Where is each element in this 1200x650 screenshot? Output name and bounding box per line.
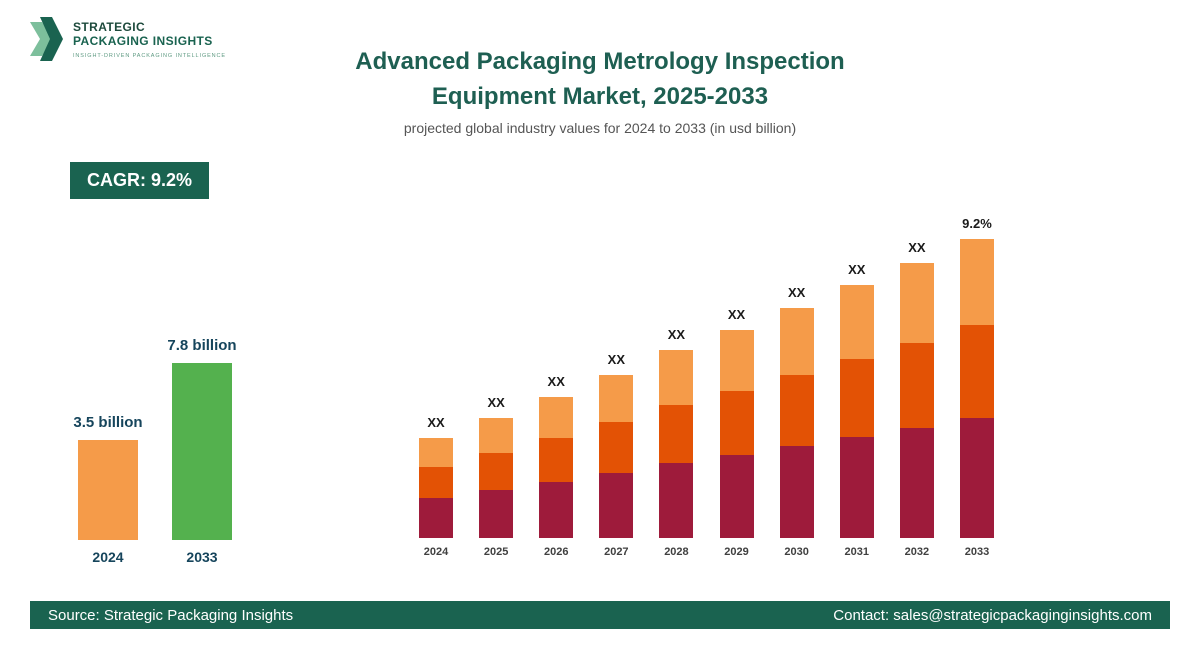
segment-bottom-maroon — [899, 428, 934, 538]
segment-middle-dark-orange — [539, 438, 574, 482]
stacked-bar — [599, 375, 634, 538]
segment-bottom-maroon — [659, 463, 694, 538]
bar-2033 — [172, 363, 232, 540]
bar-column-2025: XX 2025 — [479, 206, 514, 558]
segment-top-light-orange — [719, 330, 754, 391]
segment-middle-dark-orange — [959, 325, 994, 418]
segment-middle-dark-orange — [719, 391, 754, 455]
x-axis-label: 2029 — [724, 546, 749, 558]
bar-column-2033: 9.2% 2033 — [959, 206, 994, 558]
segment-top-light-orange — [419, 438, 453, 467]
x-axis-label: 2025 — [483, 546, 509, 558]
stacked-bar — [959, 239, 994, 538]
x-axis-label: 2033 — [964, 546, 990, 558]
comparison-column-2024: 3.5 billion 2024 — [73, 325, 142, 565]
page-title-line2: Equipment Market, 2025-2033 — [431, 83, 769, 110]
segment-bottom-maroon — [839, 437, 874, 538]
segment-bottom-maroon — [539, 482, 574, 538]
bar-value-label: XX — [667, 327, 686, 342]
segment-middle-dark-orange — [839, 359, 874, 437]
x-axis-label: 2030 — [784, 546, 809, 558]
segment-top-light-orange — [479, 418, 514, 453]
stacked-bar — [779, 308, 814, 538]
segment-top-light-orange — [659, 350, 694, 405]
year-label-2024: 2024 — [92, 549, 124, 565]
segment-bottom-maroon — [959, 418, 994, 538]
bar-column-2031: XX 2031 — [839, 206, 874, 558]
segment-top-light-orange — [599, 375, 634, 422]
page-subtitle: projected global industry values for 202… — [403, 120, 797, 136]
segment-bottom-maroon — [479, 490, 514, 538]
bar-column-2030: XX 2030 — [779, 206, 814, 558]
cagr-badge: CAGR: 9.2% — [70, 162, 210, 199]
logo-chevron-icon — [30, 17, 63, 61]
bar-column-2032: XX 2032 — [899, 206, 934, 558]
footer-source: Source: Strategic Packaging Insights — [48, 606, 294, 624]
x-axis-label: 2031 — [844, 546, 869, 558]
bar-column-2028: XX 2028 — [659, 206, 694, 558]
stacked-bar-chart: XX 2024 XX 2025 XX 2026 XX 2027 XX 2028 XX 2029 XX 20… — [419, 206, 994, 558]
logo-tagline: INSIGHT-DRIVEN PACKAGING INTELLIGENCE — [73, 52, 226, 59]
stacked-bar — [719, 330, 754, 538]
bar-column-2024: XX 2024 — [419, 206, 453, 558]
segment-middle-dark-orange — [599, 422, 634, 473]
stacked-bar — [899, 263, 934, 538]
logo-text: STRATEGIC PACKAGING INSIGHTS INSIGHT-DRI… — [73, 20, 226, 59]
stacked-bar — [839, 285, 874, 538]
stacked-bar — [479, 418, 514, 538]
bar-value-label: XX — [848, 262, 866, 277]
segment-bottom-maroon — [599, 473, 634, 538]
segment-bottom-maroon — [419, 498, 453, 538]
bar-value-label: 9.2% — [962, 216, 992, 231]
segment-bottom-maroon — [719, 455, 754, 538]
footer-contact: Contact: sales@strategicpackaginginsight… — [833, 606, 1152, 624]
brand-logo: STRATEGIC PACKAGING INSIGHTS INSIGHT-DRI… — [30, 16, 226, 62]
logo-line1: STRATEGIC — [73, 19, 146, 34]
bar-value-label: XX — [607, 352, 625, 367]
comparison-chart: 3.5 billion 2024 7.8 billion 2033 — [73, 325, 236, 565]
x-axis-label: 2027 — [604, 546, 629, 558]
segment-middle-dark-orange — [419, 467, 453, 498]
segment-top-light-orange — [779, 308, 814, 375]
bar-2024 — [78, 440, 138, 540]
bar-value-label: XX — [547, 374, 565, 389]
year-label-2033: 2033 — [186, 549, 218, 565]
value-label-2024: 3.5 billion — [73, 414, 143, 431]
segment-top-light-orange — [539, 397, 574, 438]
segment-top-light-orange — [959, 239, 994, 325]
page-title-line1: Advanced Packaging Metrology Inspection — [355, 48, 845, 75]
logo-line2: PACKAGING INSIGHTS — [73, 33, 213, 48]
segment-bottom-maroon — [779, 446, 814, 538]
bar-value-label: XX — [427, 415, 445, 430]
stacked-bar — [419, 438, 453, 538]
segment-middle-dark-orange — [899, 343, 934, 428]
x-axis-label: 2028 — [664, 546, 689, 558]
segment-middle-dark-orange — [659, 405, 694, 463]
footer-bar: Source: Strategic Packaging Insights Con… — [30, 601, 1170, 629]
x-axis-label: 2026 — [543, 546, 569, 558]
segment-top-light-orange — [899, 263, 934, 343]
stacked-bar — [539, 397, 574, 538]
bar-value-label: XX — [727, 307, 746, 322]
bar-value-label: XX — [908, 240, 926, 255]
chart-header: Advanced Packaging Metrology Inspection … — [0, 44, 1200, 136]
value-label-2033: 7.8 billion — [167, 337, 237, 354]
comparison-column-2033: 7.8 billion 2033 — [167, 325, 236, 565]
bar-column-2029: XX 2029 — [719, 206, 754, 558]
segment-top-light-orange — [839, 285, 874, 359]
bar-value-label: XX — [487, 395, 505, 410]
bar-column-2027: XX 2027 — [599, 206, 634, 558]
segment-middle-dark-orange — [479, 453, 514, 490]
x-axis-label: 2032 — [904, 546, 930, 558]
segment-middle-dark-orange — [779, 375, 814, 446]
bar-value-label: XX — [787, 285, 806, 300]
stacked-bar — [659, 350, 694, 538]
x-axis-label: 2024 — [423, 546, 449, 558]
bar-column-2026: XX 2026 — [539, 206, 574, 558]
